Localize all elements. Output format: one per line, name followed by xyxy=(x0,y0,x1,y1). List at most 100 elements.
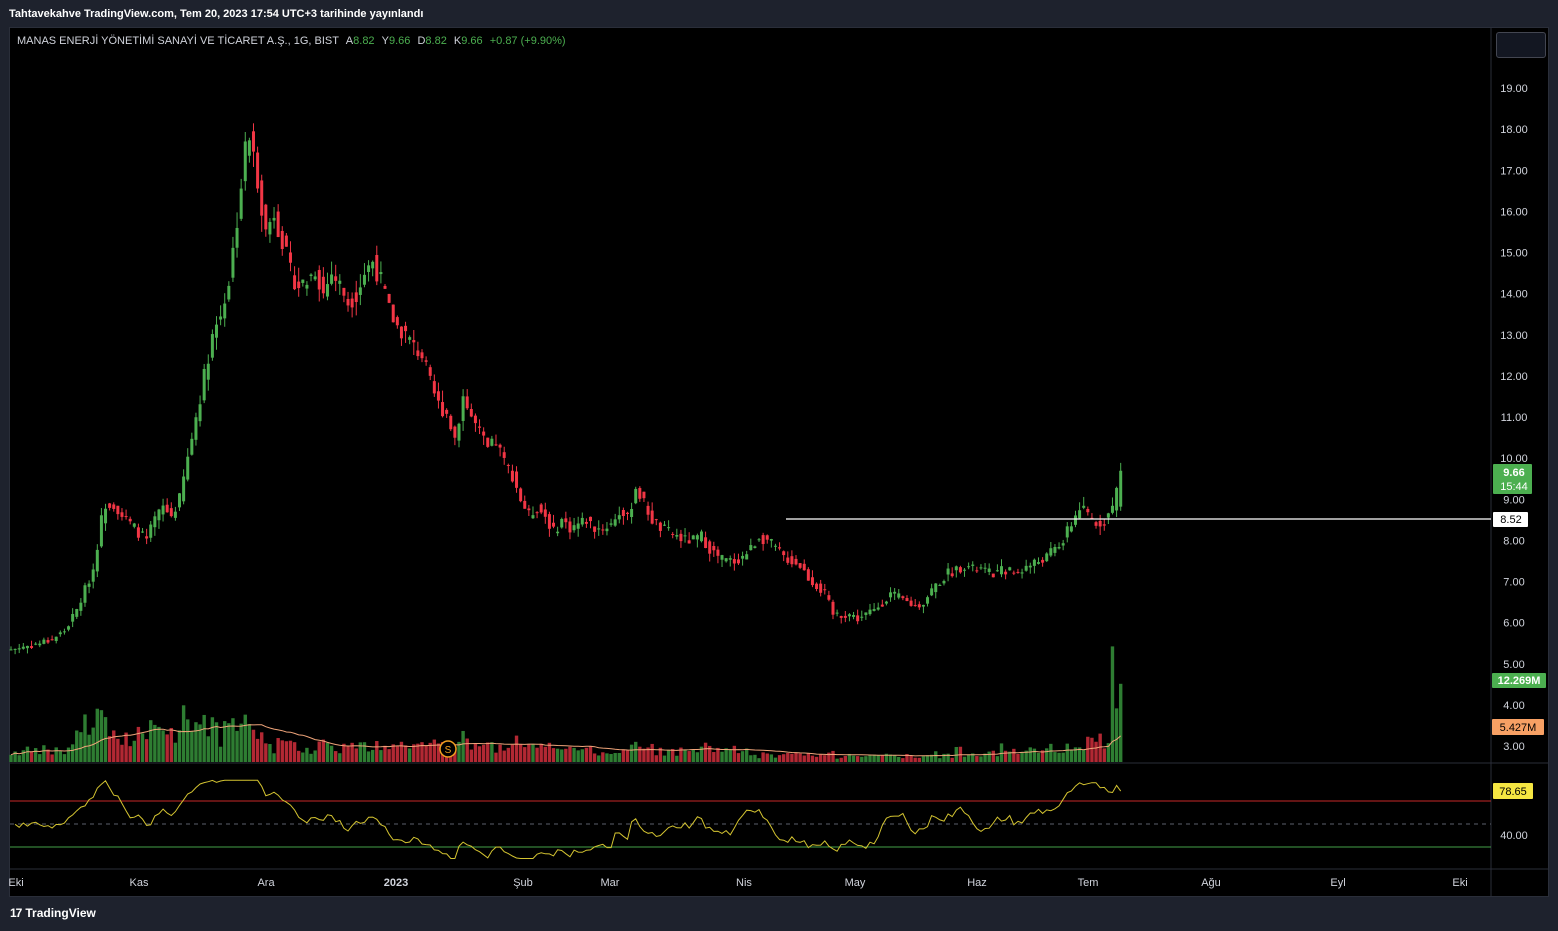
candle-body xyxy=(54,636,58,641)
price-tick-label: 17.00 xyxy=(1500,165,1528,177)
candle-body xyxy=(178,493,182,508)
volume-bar xyxy=(473,743,478,762)
volume-bar xyxy=(810,755,815,762)
candle-body xyxy=(404,325,408,332)
volume-bar xyxy=(1114,708,1119,762)
candle-body xyxy=(1032,559,1036,566)
price-tick-label: 10.00 xyxy=(1500,453,1528,465)
candle-body xyxy=(716,549,720,556)
candle-body xyxy=(934,583,938,593)
candle-body xyxy=(124,516,128,518)
volume-bar xyxy=(490,742,494,762)
volume-bar xyxy=(153,724,157,762)
candle-body xyxy=(975,570,979,572)
candle-body xyxy=(712,546,716,551)
volume-bar xyxy=(818,754,823,762)
volume-bar xyxy=(333,751,338,762)
candle-body xyxy=(276,211,280,238)
split-event-icon[interactable] xyxy=(439,740,457,758)
candle-body xyxy=(650,510,654,524)
volume-bar xyxy=(1020,751,1024,762)
volume-bar xyxy=(1012,748,1016,762)
candle-body xyxy=(375,254,379,282)
candle-body xyxy=(34,643,38,645)
volume-bar xyxy=(144,739,149,762)
time-tick-label: May xyxy=(845,877,866,889)
candle-body xyxy=(552,522,556,527)
volume-bar xyxy=(543,746,547,762)
volume-bar xyxy=(966,754,971,762)
tradingview-logo-icon: 17 xyxy=(10,906,22,920)
tradingview-logo[interactable]: 17 TradingView xyxy=(10,906,96,920)
candle-body xyxy=(786,557,790,563)
candle-body xyxy=(938,584,942,586)
volume-bar xyxy=(66,747,71,762)
scale-settings-button[interactable] xyxy=(1496,32,1546,58)
time-tick-label: Eki xyxy=(1452,877,1467,889)
volume-bar xyxy=(716,747,720,762)
volume-bar xyxy=(724,748,728,762)
last-price-badge xyxy=(1493,464,1532,494)
volume-bar xyxy=(671,748,675,762)
candlesticks xyxy=(9,123,1123,655)
volume-bar xyxy=(95,708,100,762)
candle-body xyxy=(580,517,584,525)
volume-bar xyxy=(560,749,564,762)
candle-body xyxy=(757,539,761,541)
volume-bar xyxy=(786,753,790,762)
candle-body xyxy=(190,438,194,455)
volume-bar xyxy=(510,744,515,762)
candle-body xyxy=(251,131,255,152)
volume-bar xyxy=(576,750,580,762)
candle-body xyxy=(584,521,588,524)
candle-body xyxy=(856,615,860,622)
volume-bar xyxy=(564,748,568,762)
candle-body xyxy=(605,528,609,532)
volume-bar xyxy=(909,755,913,762)
volume-bar xyxy=(436,743,441,762)
candle-body xyxy=(839,616,843,618)
candle-body xyxy=(634,488,638,504)
volume-bar xyxy=(1057,752,1061,762)
candle-body xyxy=(778,547,782,549)
volume-bar xyxy=(1110,646,1115,762)
volume-bar xyxy=(1028,747,1032,762)
candle-body xyxy=(71,613,75,622)
volume-bar xyxy=(477,746,482,762)
candle-body xyxy=(695,535,699,540)
candle-body xyxy=(215,324,218,338)
volume-bar xyxy=(617,753,621,762)
candle-body xyxy=(753,546,757,548)
candle-body xyxy=(272,217,276,221)
volume-bar xyxy=(297,750,301,762)
symbol-name[interactable]: MANAS ENERJİ YÖNETİMİ SANAYİ VE TİCARET … xyxy=(17,35,339,47)
candle-body xyxy=(243,141,247,182)
volume-bar xyxy=(502,750,506,762)
volume-bar xyxy=(498,744,502,762)
volume-bar xyxy=(305,747,309,762)
candle-body xyxy=(893,591,897,594)
volume-bar xyxy=(149,720,153,762)
volume-bar xyxy=(1049,743,1053,762)
volume-bar xyxy=(720,751,724,762)
volume-bar xyxy=(979,756,983,762)
candle-body xyxy=(630,509,634,518)
volume-bar xyxy=(1040,750,1045,762)
volume-bar xyxy=(506,747,511,762)
candle-body xyxy=(1057,547,1061,549)
candle-body xyxy=(658,522,662,531)
volume-bar xyxy=(379,750,383,762)
volume-bar xyxy=(1119,683,1123,762)
volume-bar xyxy=(851,755,856,762)
candle-body xyxy=(395,317,399,326)
candle-body xyxy=(334,276,338,281)
volume-bar xyxy=(140,733,145,762)
volume-bar xyxy=(1098,733,1102,762)
volume-bar xyxy=(395,746,400,762)
candle-body xyxy=(136,527,140,538)
volume-bar xyxy=(366,751,371,762)
volume-bar xyxy=(157,726,161,762)
price-tick-label: 3.00 xyxy=(1503,741,1524,753)
volume-bar xyxy=(239,723,243,762)
volume-bar xyxy=(728,749,732,762)
